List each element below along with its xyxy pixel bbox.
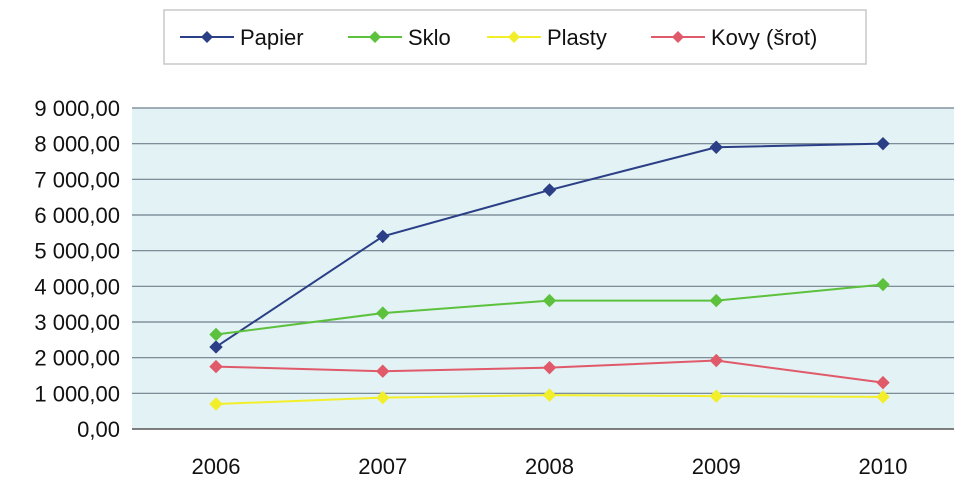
- data-point: [209, 340, 223, 354]
- data-point: [876, 277, 890, 292]
- data-point: [209, 327, 223, 342]
- data-point: [376, 306, 390, 320]
- y-tick-label: 1 000,00: [34, 381, 120, 406]
- y-tick-label: 6 000,00: [34, 203, 120, 228]
- data-point: [709, 389, 723, 403]
- data-point: [876, 136, 890, 151]
- data-point: [542, 388, 557, 402]
- x-tick-label: 2010: [859, 454, 908, 479]
- y-tick-label: 4 000,00: [34, 274, 120, 299]
- data-point: [376, 390, 390, 405]
- data-point: [876, 390, 890, 404]
- x-axis-ticks: 2006 2007 2008 2009 2010: [192, 454, 908, 479]
- y-tick-label: 2 000,00: [34, 346, 120, 371]
- data-point: [709, 353, 723, 368]
- legend-label: Plasty: [547, 25, 607, 50]
- legend-entry-papier: Papier: [180, 25, 304, 50]
- legend-entry-plasty: Plasty: [487, 25, 607, 50]
- legend-label: Kovy (šrot): [711, 25, 817, 50]
- y-tick-label: 5 000,00: [34, 239, 120, 264]
- x-tick-label: 2006: [192, 454, 241, 479]
- data-point: [542, 183, 557, 197]
- y-tick-label: 8 000,00: [34, 132, 120, 157]
- data-point: [376, 364, 390, 378]
- series-kovy-srot: [209, 353, 890, 390]
- data-point: [876, 375, 890, 390]
- legend-marker: [508, 31, 520, 43]
- legend-marker: [369, 31, 381, 43]
- x-tick-label: 2007: [358, 454, 407, 479]
- y-axis-ticks: 0,00 1 000,00 2 000,00 3 000,00 4 000,00 5 00…: [34, 96, 120, 442]
- series-papier: [209, 136, 890, 354]
- legend-label: Papier: [240, 25, 304, 50]
- x-tick-label: 2008: [525, 454, 574, 479]
- data-point: [542, 360, 557, 375]
- x-tick-label: 2009: [692, 454, 741, 479]
- data-point: [709, 140, 723, 154]
- y-tick-label: 3 000,00: [34, 310, 120, 335]
- data-point: [209, 359, 223, 374]
- legend-entry-sklo: Sklo: [348, 25, 451, 50]
- y-tick-label: 9 000,00: [34, 96, 120, 121]
- data-point: [542, 293, 557, 308]
- plot-area: [132, 108, 954, 429]
- legend-marker: [672, 31, 684, 43]
- legend-entry-kovy-srot: Kovy (šrot): [651, 25, 817, 50]
- data-point: [709, 293, 723, 308]
- y-tick-label: 7 000,00: [34, 167, 120, 192]
- data-point: [376, 229, 390, 244]
- y-tick-label: 0,00: [77, 417, 120, 442]
- data-point: [209, 397, 223, 411]
- legend-label: Sklo: [408, 25, 451, 50]
- legend-marker: [201, 31, 213, 43]
- series-plasty: [209, 388, 890, 411]
- series-sklo: [209, 277, 890, 342]
- series-lines: [209, 136, 890, 411]
- legend-items: Papier Sklo Plasty Kovy (šrot): [180, 25, 817, 50]
- gridlines: [132, 107, 954, 394]
